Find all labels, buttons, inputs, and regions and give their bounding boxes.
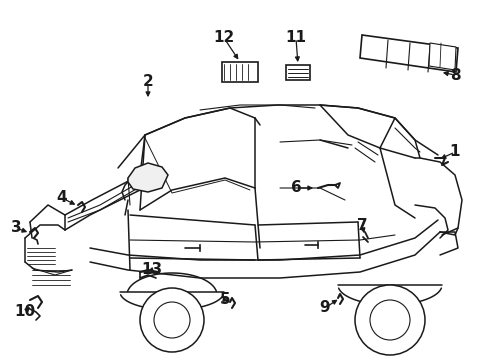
Circle shape (355, 285, 425, 355)
Text: 1: 1 (450, 144, 460, 159)
Circle shape (154, 302, 190, 338)
Circle shape (370, 300, 410, 340)
Polygon shape (222, 62, 258, 82)
Text: 11: 11 (286, 31, 307, 45)
Circle shape (140, 288, 204, 352)
Text: 13: 13 (142, 262, 163, 278)
Polygon shape (286, 65, 310, 80)
Polygon shape (360, 35, 458, 72)
Text: 6: 6 (291, 180, 301, 195)
Polygon shape (128, 163, 168, 192)
Text: 2: 2 (143, 75, 153, 90)
Text: 4: 4 (57, 190, 67, 206)
Text: 10: 10 (14, 305, 36, 320)
Text: 3: 3 (11, 220, 21, 235)
Text: 9: 9 (319, 301, 330, 315)
Text: 8: 8 (450, 68, 460, 82)
Text: 7: 7 (357, 217, 368, 233)
Text: 12: 12 (213, 31, 235, 45)
Polygon shape (429, 43, 456, 70)
Text: 5: 5 (220, 292, 230, 307)
